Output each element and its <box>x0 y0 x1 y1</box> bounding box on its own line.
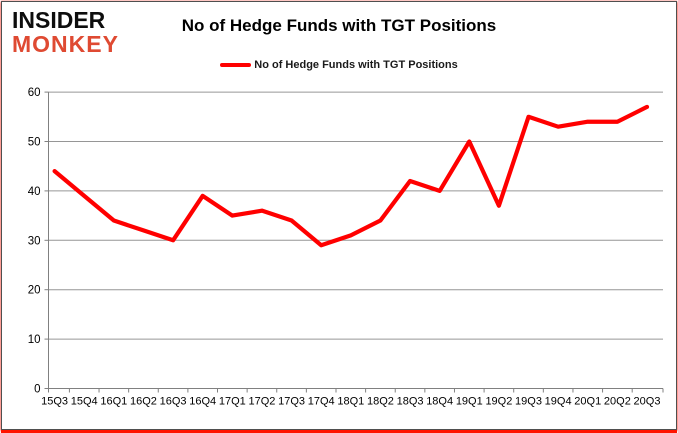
chart-legend: No of Hedge Funds with TGT Positions <box>2 59 676 71</box>
svg-text:18Q1: 18Q1 <box>337 396 364 408</box>
svg-text:40: 40 <box>28 186 41 198</box>
svg-text:50: 50 <box>28 137 41 149</box>
svg-text:19Q4: 19Q4 <box>545 396 572 408</box>
svg-text:20Q2: 20Q2 <box>604 396 631 408</box>
svg-text:17Q1: 17Q1 <box>219 396 246 408</box>
svg-text:20Q3: 20Q3 <box>634 396 661 408</box>
svg-text:16Q2: 16Q2 <box>130 396 157 408</box>
svg-text:19Q2: 19Q2 <box>485 396 512 408</box>
logo-line-monkey: MONKEY <box>12 31 119 57</box>
logo-line-insider: INSIDER <box>12 7 106 33</box>
legend-series-label: No of Hedge Funds with TGT Positions <box>254 59 458 71</box>
svg-text:0: 0 <box>34 384 40 396</box>
svg-text:16Q3: 16Q3 <box>160 396 187 408</box>
chart-title: No of Hedge Funds with TGT Positions <box>181 16 497 35</box>
svg-text:17Q3: 17Q3 <box>278 396 305 408</box>
svg-text:18Q4: 18Q4 <box>426 396 453 408</box>
svg-text:20Q1: 20Q1 <box>574 396 601 408</box>
svg-text:20: 20 <box>28 285 41 297</box>
svg-text:18Q2: 18Q2 <box>367 396 394 408</box>
svg-text:17Q4: 17Q4 <box>308 396 335 408</box>
svg-text:15Q4: 15Q4 <box>71 396 98 408</box>
svg-text:19Q3: 19Q3 <box>515 396 542 408</box>
insider-monkey-logo: INSIDER MONKEY <box>12 8 119 56</box>
svg-text:17Q2: 17Q2 <box>248 396 275 408</box>
svg-text:30: 30 <box>28 235 41 247</box>
svg-text:16Q1: 16Q1 <box>100 396 127 408</box>
svg-text:16Q4: 16Q4 <box>189 396 216 408</box>
svg-text:10: 10 <box>28 334 41 346</box>
svg-text:18Q3: 18Q3 <box>397 396 424 408</box>
svg-text:15Q3: 15Q3 <box>41 396 68 408</box>
svg-text:60: 60 <box>28 87 41 99</box>
legend-line-swatch-icon <box>220 63 252 67</box>
svg-text:19Q1: 19Q1 <box>456 396 483 408</box>
